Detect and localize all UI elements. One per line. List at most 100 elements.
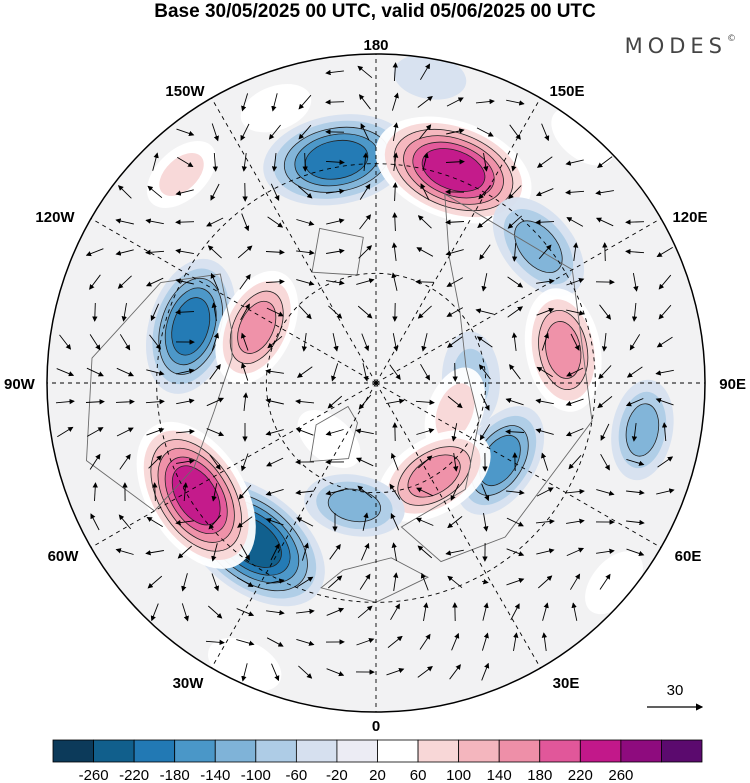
anomaly-contour bbox=[514, 220, 563, 273]
lon-label-90e: 90E bbox=[719, 376, 746, 393]
modes-logo: MODES© bbox=[625, 34, 736, 58]
colorbar-swatch bbox=[458, 739, 500, 763]
anomaly-contour bbox=[625, 403, 660, 457]
wind-vector bbox=[506, 577, 525, 586]
wind-vector bbox=[121, 303, 127, 322]
wind-vector bbox=[328, 305, 343, 319]
wind-vector bbox=[422, 152, 429, 171]
wind-vector bbox=[445, 219, 465, 225]
anomaly-contour bbox=[171, 465, 221, 526]
wind-vector bbox=[416, 428, 435, 435]
colorbar-swatch bbox=[579, 739, 622, 763]
wind-vector bbox=[267, 335, 283, 349]
colorbar-swatch bbox=[377, 739, 419, 763]
wind-vector bbox=[271, 93, 278, 112]
wind-vector bbox=[541, 632, 548, 651]
wind-vector bbox=[626, 489, 645, 496]
wind-vector bbox=[420, 363, 430, 381]
wind-vector bbox=[236, 608, 255, 617]
wind-vector bbox=[601, 333, 608, 352]
wind-vector bbox=[387, 635, 403, 648]
wind-vector bbox=[117, 185, 132, 199]
wind-vector bbox=[85, 248, 104, 257]
wind-vector bbox=[565, 398, 584, 407]
wind-vector bbox=[211, 302, 217, 321]
colorbar-swatch bbox=[620, 739, 662, 763]
colorbar-tick-label: 180 bbox=[527, 767, 552, 783]
lon-label-60w: 60W bbox=[48, 548, 80, 565]
wind-vector bbox=[362, 363, 369, 382]
wind-vector bbox=[361, 333, 370, 352]
wind-vector bbox=[506, 99, 525, 106]
colorbar-swatch bbox=[336, 739, 378, 763]
wind-vector bbox=[392, 212, 398, 232]
negative-anomaly-centre bbox=[393, 54, 467, 100]
wind-vector bbox=[572, 242, 579, 261]
wind-vector bbox=[566, 518, 585, 524]
colorbar-swatch bbox=[174, 739, 216, 763]
colorbar-swatch bbox=[417, 739, 460, 763]
wind-vector bbox=[325, 159, 345, 165]
wind-vector bbox=[445, 159, 465, 165]
wind-vector bbox=[115, 548, 134, 555]
colorbar-swatch bbox=[661, 739, 703, 763]
wind-vector bbox=[392, 62, 398, 82]
positive-anomaly-centre bbox=[524, 288, 602, 412]
colorbar-tick-label: -140 bbox=[200, 767, 230, 783]
wind-vector bbox=[146, 516, 163, 527]
wind-vector bbox=[150, 303, 160, 322]
wind-vector bbox=[265, 368, 284, 375]
wind-vector bbox=[238, 484, 252, 500]
wind-vector bbox=[632, 273, 639, 292]
wind-vector bbox=[420, 183, 430, 201]
wind-vector bbox=[596, 548, 615, 555]
wind-vector bbox=[327, 395, 343, 409]
meridian-line bbox=[211, 382, 377, 669]
wind-vector bbox=[475, 308, 494, 315]
wind-vector bbox=[176, 398, 195, 405]
wind-vector bbox=[206, 217, 224, 227]
wind-vector bbox=[240, 332, 249, 351]
wind-vector bbox=[207, 245, 222, 259]
wind-vector bbox=[536, 307, 555, 316]
wind-vector bbox=[445, 249, 464, 256]
wind-vector bbox=[565, 428, 584, 437]
wind-vector bbox=[390, 512, 400, 531]
wind-vector bbox=[536, 278, 555, 285]
wind-vector bbox=[655, 369, 674, 376]
wind-vector bbox=[175, 248, 194, 255]
wind-vector bbox=[241, 213, 250, 232]
wind-vector bbox=[301, 542, 309, 561]
wind-vector bbox=[145, 218, 164, 225]
wind-vector bbox=[417, 95, 433, 108]
wind-vector bbox=[240, 453, 249, 472]
wind-vector bbox=[418, 124, 432, 140]
wind-vector bbox=[175, 428, 195, 435]
wind-vector bbox=[420, 572, 429, 591]
wind-vector bbox=[417, 455, 433, 469]
wind-vector bbox=[271, 153, 278, 172]
wind-vector bbox=[475, 98, 495, 105]
wind-vector bbox=[392, 182, 398, 202]
wind-vector bbox=[566, 309, 585, 316]
wind-vector bbox=[598, 365, 612, 380]
colorbar-tick-label: -180 bbox=[160, 767, 190, 783]
wind-vector bbox=[211, 123, 219, 142]
wind-vector bbox=[92, 482, 98, 502]
colorbar-tick-label: 140 bbox=[487, 767, 512, 783]
colorbar-swatch bbox=[52, 739, 94, 763]
colorbar-swatch bbox=[255, 739, 297, 763]
wind-vector bbox=[332, 333, 339, 352]
wind-vector bbox=[296, 366, 313, 378]
wind-vector bbox=[326, 607, 345, 616]
wind-vector bbox=[565, 189, 585, 196]
wind-vector bbox=[513, 632, 519, 651]
wind-vector bbox=[445, 549, 464, 556]
wind-vector bbox=[571, 602, 578, 621]
wind-vector bbox=[389, 364, 401, 381]
wind-vector bbox=[237, 245, 253, 259]
wind-vector bbox=[661, 422, 668, 442]
wind-vector bbox=[359, 573, 371, 590]
wind-vector bbox=[357, 605, 373, 619]
colorbar: -260 -220 -180 -140 -100 -60 -20 20 60 100 140 180 2… bbox=[52, 739, 703, 783]
